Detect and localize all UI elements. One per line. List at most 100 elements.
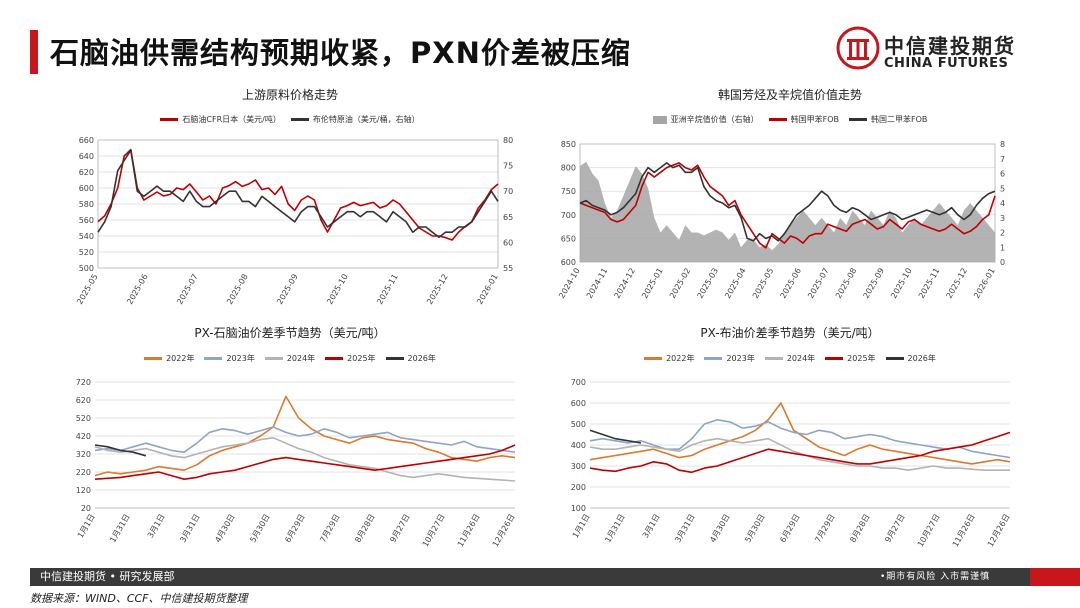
y2-tick-label: 55 (503, 264, 513, 273)
legend-label: 2024年 (786, 354, 816, 363)
footer-risk-notice: •期市有风险 入市需谨慎 (880, 572, 991, 582)
x-tick-label: 6月29日 (778, 513, 801, 545)
x-tick-label: 2025-10 (889, 267, 914, 300)
series-line (579, 162, 996, 242)
legend-label: 亚洲辛烷值价值（右轴） (670, 115, 759, 124)
x-tick-label: 2025-11 (375, 273, 400, 306)
chart-legend: 2022年 2023年 2024年 2025年 2026年 (540, 353, 1040, 364)
x-tick-label: 12月26日 (986, 513, 1012, 549)
x-tick-label: 2024-11 (585, 267, 610, 300)
legend-item: 韩国二甲苯FOB (849, 114, 927, 125)
legend-label: 2025年 (347, 354, 376, 363)
x-tick-label: 7月29日 (813, 513, 836, 545)
y2-tick-label: 2 (1000, 229, 1005, 238)
x-tick-label: 4月30日 (213, 513, 236, 545)
x-tick-label: 2025-03 (696, 267, 721, 300)
series-line (589, 431, 1011, 474)
y2-tick-label: 1 (1000, 243, 1005, 252)
chart-title: 上游原料价格走势 (241, 88, 338, 102)
y-tick-label: 200 (571, 483, 586, 492)
x-tick-label: 2025-07 (175, 273, 200, 306)
x-tick-label: 10月27日 (916, 513, 942, 549)
legend-label: 2023年 (726, 354, 755, 363)
logo-emblem-icon (836, 26, 880, 70)
y-tick-label: 700 (561, 211, 576, 220)
x-tick-label: 6月29日 (283, 513, 306, 545)
y-tick-label: 660 (79, 136, 94, 145)
legend-label: 2025年 (847, 354, 876, 363)
y2-tick-label: 3 (1000, 214, 1005, 223)
legend-item: 2022年 (144, 353, 194, 364)
legend-label: 2022年 (666, 354, 695, 363)
x-tick-label: 2025-02 (668, 267, 693, 300)
y2-tick-label: 80 (503, 136, 513, 145)
series-line (589, 402, 1011, 465)
x-tick-label: 4月30日 (708, 513, 731, 545)
x-tick-label: 12月26日 (491, 513, 517, 549)
y-tick-label: 620 (79, 168, 94, 177)
chart-korea-aromatics: 韩国芳烃及辛烷值价值走势 亚洲辛烷值价值（右轴） 韩国甲苯FOB 韩国二甲苯FO… (540, 82, 1040, 312)
y2-tick-label: 8 (1000, 140, 1005, 149)
x-tick-label: 9月27日 (883, 513, 906, 545)
y-tick-label: 20 (81, 504, 91, 513)
logo-chinese-name: 中信建投期货 (884, 34, 1016, 58)
x-tick-label: 2025-08 (834, 267, 859, 300)
series-line (579, 162, 996, 249)
legend-item: 2026年 (385, 353, 436, 364)
x-tick-label: 3月31日 (673, 513, 696, 545)
x-tick-label: 2025-12 (425, 273, 450, 306)
y-tick-label: 640 (79, 152, 94, 161)
x-tick-label: 2026-01 (972, 267, 997, 300)
x-tick-label: 2025-08 (225, 273, 250, 306)
y-tick-label: 100 (571, 504, 586, 513)
chart-title: PX-石脑油价差季节趋势（美元/吨） (194, 326, 386, 340)
chart-legend: 石脑油CFR日本（美元/吨） 布伦特原油（美元/桶，右轴） (40, 114, 540, 125)
series-line (94, 444, 516, 480)
y-tick-label: 750 (561, 187, 576, 196)
footer-bar (30, 568, 1080, 586)
y-tick-label: 320 (76, 450, 91, 459)
chart-title: PX-布油价差季节趋势（美元/吨） (700, 326, 880, 340)
logo-english-name: CHINA FUTURES (884, 56, 1009, 71)
legend-item: 2022年 (644, 353, 694, 364)
y2-tick-label: 70 (503, 187, 513, 196)
x-tick-label: 2024-10 (557, 267, 582, 300)
y-tick-label: 850 (561, 140, 576, 149)
y-tick-label: 700 (571, 378, 586, 387)
x-tick-label: 9月27日 (388, 513, 411, 545)
chart-upstream-prices: 上游原料价格走势 石脑油CFR日本（美元/吨） 布伦特原油（美元/桶，右轴） 5… (40, 82, 540, 312)
x-tick-label: 1月31日 (603, 513, 626, 545)
y2-tick-label: 7 (1000, 155, 1005, 164)
y-tick-label: 800 (561, 164, 576, 173)
series-line (94, 444, 147, 457)
y-tick-label: 540 (79, 232, 94, 241)
x-tick-label: 2025-06 (779, 267, 804, 300)
y2-tick-label: 4 (1000, 199, 1005, 208)
y-tick-label: 500 (79, 264, 94, 273)
brand-logo: 中信建投期货 CHINA FUTURES (836, 26, 1036, 76)
x-tick-label: 8月28日 (353, 513, 376, 545)
legend-label: 韩国甲苯FOB (790, 115, 839, 124)
legend-label: 2023年 (226, 354, 255, 363)
y2-tick-label: 5 (1000, 184, 1005, 193)
series-line (94, 395, 516, 477)
legend-label: 韩国二甲苯FOB (871, 115, 928, 124)
x-tick-label: 8月28日 (848, 513, 871, 545)
y-tick-label: 600 (79, 184, 94, 193)
x-tick-label: 2025-09 (862, 267, 887, 300)
x-tick-label: 3月1日 (146, 513, 167, 540)
legend-item: 石脑油CFR日本（美元/吨） (160, 114, 281, 125)
footer-accent (1030, 568, 1080, 586)
legend-label: 石脑油CFR日本（美元/吨） (182, 115, 281, 124)
legend-item: 2025年 (825, 353, 876, 364)
page-title: 石脑油供需结构预期收紧，PXN价差被压缩 (50, 36, 631, 70)
y-tick-label: 520 (79, 248, 94, 257)
y2-tick-label: 65 (503, 213, 513, 222)
series-line (589, 419, 1011, 459)
legend-label: 2026年 (407, 354, 436, 363)
x-tick-label: 5月30日 (743, 513, 766, 545)
x-tick-label: 11月26日 (951, 513, 977, 549)
chart-title: 韩国芳烃及辛烷值价值走势 (717, 88, 862, 102)
x-tick-label: 1月1日 (571, 513, 592, 540)
